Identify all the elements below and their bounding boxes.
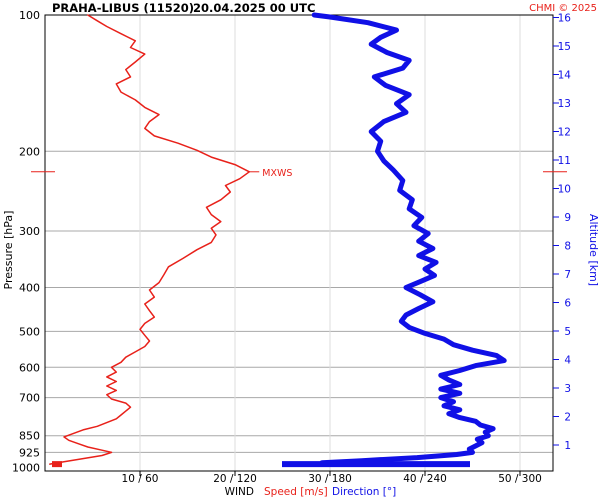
altitude-tick-label: 11 [558, 155, 571, 167]
direction-series-line [311, 12, 507, 467]
altitude-tick-label: 8 [564, 241, 571, 253]
mxws-label: MXWS [262, 168, 292, 179]
bottom-tick-label: 10 / 60 [122, 473, 159, 485]
altitude-tick-label: 13 [558, 98, 571, 110]
altitude-tick-label: 1 [564, 440, 571, 452]
altitude-tick-label: 16 [558, 13, 572, 25]
chart-datetime: 20.04.2025 00 UTC [193, 1, 315, 15]
speed-surface-bar [52, 461, 62, 468]
altitude-tick-label: 5 [564, 326, 571, 338]
bottom-tick-label: 30 / 180 [308, 473, 352, 485]
bottom-tick-label: 20 / 120 [213, 473, 257, 485]
altitude-tick-label: 4 [564, 355, 571, 367]
pressure-tick-label: 400 [19, 282, 40, 295]
altitude-tick-label: 7 [564, 269, 571, 281]
pressure-tick-label: 200 [19, 145, 40, 158]
altitude-tick-label: 14 [558, 70, 572, 82]
series-group [49, 12, 507, 468]
chart-credit: CHMI © 2025 [529, 3, 597, 14]
altitude-tick-label: 2 [564, 412, 571, 424]
altitude-tick-label: 9 [564, 212, 571, 224]
pressure-tick-label: 500 [19, 325, 40, 338]
bottom-tick-label: 40 / 240 [403, 473, 447, 485]
mxws-marker: MXWS [31, 168, 567, 179]
x-label-speed: Speed [m/s] [264, 486, 328, 498]
x-label-direction: Direction [°] [332, 486, 396, 498]
pressure-tick-label: 100 [19, 9, 40, 22]
grid-lines [45, 15, 553, 471]
speed-series-line [49, 14, 251, 465]
pressure-tick-label: 300 [19, 225, 40, 238]
bottom-axis: 10 / 60 20 / 120 30 / 180 40 / 240 50 / 300 [122, 471, 542, 485]
bottom-tick-label: 50 / 300 [498, 473, 542, 485]
altitude-tick-label: 15 [558, 41, 571, 53]
y-right-label: Altitude [km] [587, 214, 600, 286]
pressure-tick-label: 925 [19, 446, 40, 459]
altitude-tick-label: 10 [558, 184, 571, 196]
pressure-axis: 100 200 300 400 500 600 700 850 925 1000 [12, 9, 40, 475]
altitude-tick-label: 6 [564, 298, 571, 310]
pressure-tick-label: 700 [19, 392, 40, 405]
pressure-tick-label: 600 [19, 361, 40, 374]
pressure-tick-label: 1000 [12, 462, 40, 475]
altitude-tick-label: 3 [564, 383, 571, 395]
y-left-label: Pressure [hPa] [2, 211, 15, 290]
altitude-tick-label: 12 [558, 127, 571, 139]
pressure-tick-label: 850 [19, 430, 40, 443]
direction-surface-bar [282, 461, 470, 468]
chart-title: PRAHA-LIBUS (11520) [52, 1, 194, 15]
plot-frame [44, 14, 554, 472]
x-label-wind: WIND [225, 486, 254, 498]
